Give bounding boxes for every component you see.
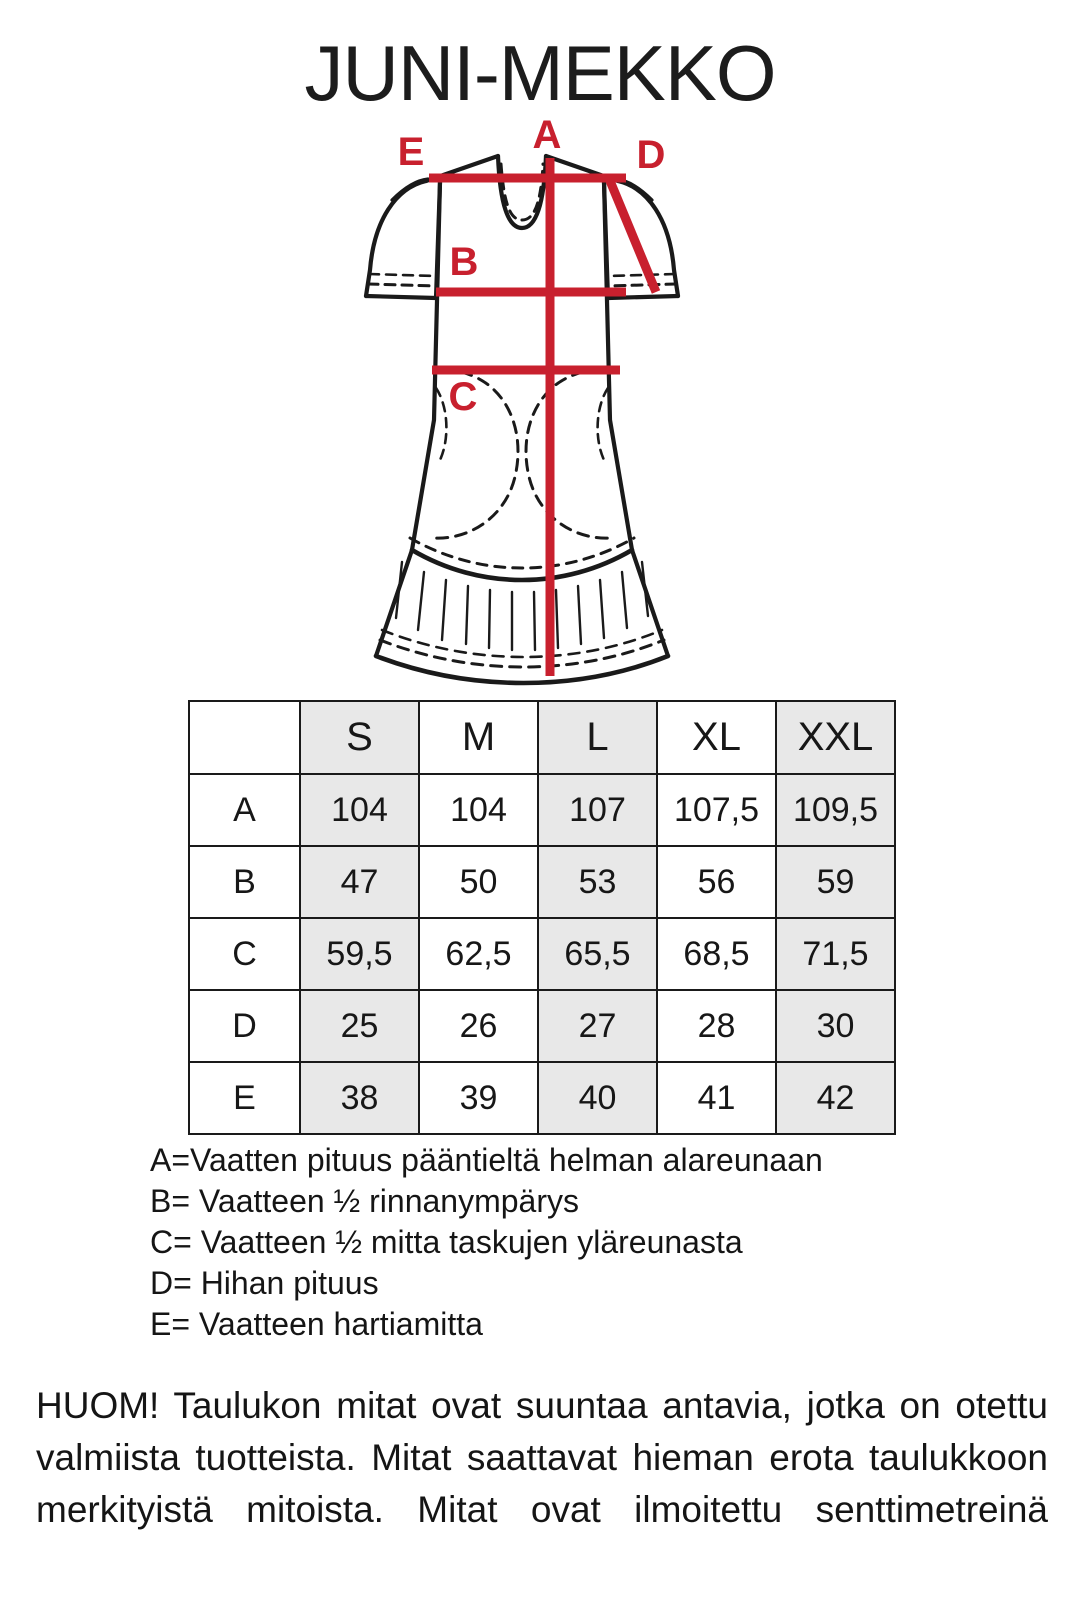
legend-item-c: C= Vaatteen ½ mitta taskujen yläreunasta: [150, 1224, 743, 1260]
cell-e-l: 40: [537, 1061, 658, 1135]
measurement-lines: [429, 158, 661, 676]
measurement-labels: E A D B C: [398, 120, 666, 419]
label-e: E: [398, 130, 425, 174]
cell-e-xl: 41: [656, 1061, 777, 1135]
skirt-yoke-seam: [409, 547, 635, 583]
cell-a-s: 104: [299, 773, 420, 847]
cell-b-l: 53: [537, 845, 658, 919]
ruffle-right-side: [629, 547, 671, 659]
table-row: C 59,5 62,5 65,5 68,5 71,5: [188, 917, 896, 991]
table-corner-cell: [188, 700, 301, 775]
column-header-xl: XL: [656, 700, 777, 775]
cell-b-xxl: 59: [775, 845, 896, 919]
table-row: B 47 50 53 56 59: [188, 845, 896, 919]
cell-d-l: 27: [537, 989, 658, 1063]
size-chart-table: S M L XL XXL A 104 104 107 107,5 109,5 B…: [188, 700, 896, 1135]
right-pocket: [524, 368, 612, 540]
cell-c-l: 65,5: [537, 917, 658, 991]
measurement-legend: A=Vaatten pituus pääntieltä helman alare…: [150, 1140, 990, 1345]
row-label-b: B: [188, 845, 301, 919]
left-sleeve-stitch-1: [366, 282, 438, 288]
cell-c-xxl: 71,5: [775, 917, 896, 991]
hem-stitch-2: [380, 628, 664, 659]
cell-a-xl: 107,5: [656, 773, 777, 847]
legend-item-b: B= Vaatteen ½ rinnanympärys: [150, 1183, 579, 1219]
cell-a-xxl: 109,5: [775, 773, 896, 847]
cell-d-xl: 28: [656, 989, 777, 1063]
cell-a-m: 104: [418, 773, 539, 847]
cell-e-s: 38: [299, 1061, 420, 1135]
column-header-s: S: [299, 700, 420, 775]
measure-line-d: [603, 174, 661, 294]
cell-d-xxl: 30: [775, 989, 896, 1063]
table-row: D 25 26 27 28 30: [188, 989, 896, 1063]
label-c: C: [449, 375, 478, 419]
neckline-stitch: [499, 162, 545, 222]
column-header-l: L: [537, 700, 658, 775]
left-sleeve-outer: [363, 178, 429, 299]
left-pocket-edge: [434, 386, 448, 462]
row-label-a: A: [188, 773, 301, 847]
column-header-xxl: XXL: [775, 700, 896, 775]
cell-d-s: 25: [299, 989, 420, 1063]
disclaimer-note: HUOM! Taulukon mitat ovat suuntaa antavi…: [36, 1385, 1048, 1530]
row-label-e: E: [188, 1061, 301, 1135]
hem-outline: [373, 653, 671, 686]
right-sleeve-stitch-1: [606, 282, 678, 288]
hem-stitch-1: [378, 638, 666, 669]
cell-e-m: 39: [418, 1061, 539, 1135]
label-d: D: [637, 133, 666, 177]
cell-c-xl: 68,5: [656, 917, 777, 991]
legend-item-a: A=Vaatten pituus pääntieltä helman alare…: [150, 1142, 823, 1178]
left-sleeve-stitch-2: [367, 272, 438, 278]
cell-d-m: 26: [418, 989, 539, 1063]
right-sleeve-outer: [615, 178, 681, 299]
ruffle-left-side: [373, 547, 415, 659]
cell-b-xl: 56: [656, 845, 777, 919]
cell-c-m: 62,5: [418, 917, 539, 991]
cell-c-s: 59,5: [299, 917, 420, 991]
table-row: E 38 39 40 41 42: [188, 1061, 896, 1135]
row-label-d: D: [188, 989, 301, 1063]
skirt-yoke-stitch: [408, 536, 636, 570]
left-pocket: [432, 368, 520, 540]
row-label-c: C: [188, 917, 301, 991]
neckline-curve: [495, 153, 549, 231]
cell-b-s: 47: [299, 845, 420, 919]
page-title: JUNI-MEKKO: [304, 29, 776, 117]
left-sleeve-hem: [363, 293, 439, 301]
table-row: A 104 104 107 107,5 109,5: [188, 773, 896, 847]
label-a: A: [533, 120, 562, 157]
legend-item-d: D= Hihan pituus: [150, 1265, 379, 1301]
ruffle-gather-lines: [394, 560, 650, 652]
cell-e-xxl: 42: [775, 1061, 896, 1135]
dress-technical-drawing: E A D B C: [330, 120, 750, 690]
cell-b-m: 50: [418, 845, 539, 919]
table-header-row: S M L XL XXL: [188, 700, 896, 775]
label-b: B: [450, 240, 479, 284]
column-header-m: M: [418, 700, 539, 775]
left-side-seam: [409, 179, 443, 553]
right-pocket-edge: [596, 386, 610, 462]
cell-a-l: 107: [537, 773, 658, 847]
legend-item-e: E= Vaatteen hartiamitta: [150, 1306, 483, 1342]
right-sleeve-hem: [605, 293, 681, 301]
right-sleeve-stitch-2: [606, 272, 677, 278]
right-side-seam: [601, 179, 635, 553]
